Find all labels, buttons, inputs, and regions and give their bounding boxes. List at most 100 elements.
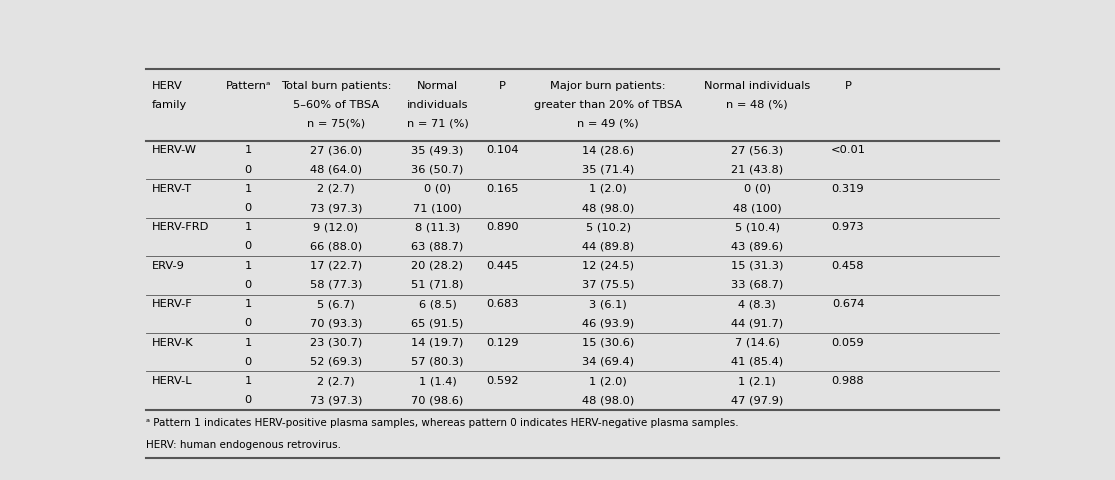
Text: 0.674: 0.674 — [832, 299, 864, 309]
Text: 4 (8.3): 4 (8.3) — [738, 299, 776, 309]
Text: 0.165: 0.165 — [486, 184, 518, 194]
Text: individuals: individuals — [407, 100, 468, 110]
Text: HERV: HERV — [152, 81, 182, 91]
Text: 0.104: 0.104 — [486, 145, 518, 156]
Text: HERV-K: HERV-K — [152, 337, 193, 348]
Text: 0: 0 — [244, 395, 252, 405]
Text: 71 (100): 71 (100) — [414, 203, 462, 213]
Text: 0.973: 0.973 — [832, 222, 864, 232]
Text: 0: 0 — [244, 165, 252, 175]
Text: 1: 1 — [244, 337, 252, 348]
Text: 35 (71.4): 35 (71.4) — [582, 165, 634, 175]
Text: 43 (89.6): 43 (89.6) — [731, 241, 783, 252]
Text: 2 (2.7): 2 (2.7) — [317, 184, 355, 194]
Text: P: P — [498, 81, 506, 91]
Text: 36 (50.7): 36 (50.7) — [411, 165, 464, 175]
Text: Normal individuals: Normal individuals — [704, 81, 811, 91]
Text: 8 (11.3): 8 (11.3) — [415, 222, 460, 232]
Text: 21 (43.8): 21 (43.8) — [731, 165, 783, 175]
Text: 14 (28.6): 14 (28.6) — [582, 145, 634, 156]
Text: 15 (30.6): 15 (30.6) — [582, 337, 634, 348]
Text: ᵃ Pattern 1 indicates HERV-positive plasma samples, whereas pattern 0 indicates : ᵃ Pattern 1 indicates HERV-positive plas… — [146, 418, 739, 428]
Text: 6 (8.5): 6 (8.5) — [418, 299, 456, 309]
Text: HERV-W: HERV-W — [152, 145, 196, 156]
Text: P: P — [844, 81, 852, 91]
Text: 14 (19.7): 14 (19.7) — [411, 337, 464, 348]
Text: 51 (71.8): 51 (71.8) — [411, 280, 464, 290]
Text: 1: 1 — [244, 184, 252, 194]
Text: ERV-9: ERV-9 — [152, 261, 184, 271]
Text: 15 (31.3): 15 (31.3) — [731, 261, 784, 271]
Text: 0: 0 — [244, 318, 252, 328]
Text: 73 (97.3): 73 (97.3) — [310, 203, 362, 213]
Text: 44 (89.8): 44 (89.8) — [582, 241, 634, 252]
Text: greater than 20% of TBSA: greater than 20% of TBSA — [534, 100, 682, 110]
Text: 46 (93.9): 46 (93.9) — [582, 318, 634, 328]
Text: Patternᵃ: Patternᵃ — [225, 81, 271, 91]
Text: 66 (88.0): 66 (88.0) — [310, 241, 362, 252]
Text: HERV-T: HERV-T — [152, 184, 192, 194]
Text: 1: 1 — [244, 261, 252, 271]
Text: 73 (97.3): 73 (97.3) — [310, 395, 362, 405]
Text: 12 (24.5): 12 (24.5) — [582, 261, 634, 271]
Text: n = 71 (%): n = 71 (%) — [407, 118, 468, 128]
Text: 1 (2.0): 1 (2.0) — [590, 184, 627, 194]
Text: 2 (2.7): 2 (2.7) — [317, 376, 355, 386]
Text: 52 (69.3): 52 (69.3) — [310, 357, 362, 367]
Text: 34 (69.4): 34 (69.4) — [582, 357, 634, 367]
Text: 5 (10.4): 5 (10.4) — [735, 222, 779, 232]
Text: 41 (85.4): 41 (85.4) — [731, 357, 783, 367]
Text: 0: 0 — [244, 357, 252, 367]
Text: 0.059: 0.059 — [832, 337, 864, 348]
Text: 0.683: 0.683 — [486, 299, 518, 309]
Text: HERV-F: HERV-F — [152, 299, 192, 309]
Text: 17 (22.7): 17 (22.7) — [310, 261, 362, 271]
Text: Major burn patients:: Major burn patients: — [551, 81, 666, 91]
Text: 63 (88.7): 63 (88.7) — [411, 241, 464, 252]
Text: 0: 0 — [244, 203, 252, 213]
Text: <0.01: <0.01 — [831, 145, 865, 156]
Text: 0 (0): 0 (0) — [424, 184, 450, 194]
Text: 0.129: 0.129 — [486, 337, 518, 348]
Text: 5 (6.7): 5 (6.7) — [317, 299, 355, 309]
Text: 1: 1 — [244, 222, 252, 232]
Text: n = 48 (%): n = 48 (%) — [726, 100, 788, 110]
Text: 0: 0 — [244, 280, 252, 290]
Text: 5–60% of TBSA: 5–60% of TBSA — [293, 100, 379, 110]
Text: 1 (2.1): 1 (2.1) — [738, 376, 776, 386]
Text: HERV-FRD: HERV-FRD — [152, 222, 209, 232]
Text: family: family — [152, 100, 186, 110]
Text: 58 (77.3): 58 (77.3) — [310, 280, 362, 290]
Text: 65 (91.5): 65 (91.5) — [411, 318, 464, 328]
Text: 0.319: 0.319 — [832, 184, 864, 194]
Text: n = 75(%): n = 75(%) — [307, 118, 365, 128]
Text: 48 (100): 48 (100) — [733, 203, 782, 213]
Text: 0: 0 — [244, 241, 252, 252]
Text: 48 (64.0): 48 (64.0) — [310, 165, 362, 175]
Text: HERV: human endogenous retrovirus.: HERV: human endogenous retrovirus. — [146, 440, 341, 450]
Text: 5 (10.2): 5 (10.2) — [585, 222, 631, 232]
Text: 0 (0): 0 (0) — [744, 184, 770, 194]
Text: 27 (56.3): 27 (56.3) — [731, 145, 783, 156]
Text: 1: 1 — [244, 145, 252, 156]
Text: 27 (36.0): 27 (36.0) — [310, 145, 362, 156]
Text: 1: 1 — [244, 299, 252, 309]
Text: n = 49 (%): n = 49 (%) — [578, 118, 639, 128]
Text: 35 (49.3): 35 (49.3) — [411, 145, 464, 156]
Text: 57 (80.3): 57 (80.3) — [411, 357, 464, 367]
Text: 0.458: 0.458 — [832, 261, 864, 271]
Text: 33 (68.7): 33 (68.7) — [731, 280, 784, 290]
Text: Total burn patients:: Total burn patients: — [281, 81, 391, 91]
Text: 48 (98.0): 48 (98.0) — [582, 395, 634, 405]
Text: 70 (93.3): 70 (93.3) — [310, 318, 362, 328]
Text: 47 (97.9): 47 (97.9) — [731, 395, 784, 405]
Text: 1 (1.4): 1 (1.4) — [418, 376, 456, 386]
Text: 48 (98.0): 48 (98.0) — [582, 203, 634, 213]
Text: 1 (2.0): 1 (2.0) — [590, 376, 627, 386]
Text: 7 (14.6): 7 (14.6) — [735, 337, 779, 348]
Text: Normal: Normal — [417, 81, 458, 91]
Text: 1: 1 — [244, 376, 252, 386]
Text: 9 (12.0): 9 (12.0) — [313, 222, 358, 232]
Text: 44 (91.7): 44 (91.7) — [731, 318, 783, 328]
Text: 37 (75.5): 37 (75.5) — [582, 280, 634, 290]
